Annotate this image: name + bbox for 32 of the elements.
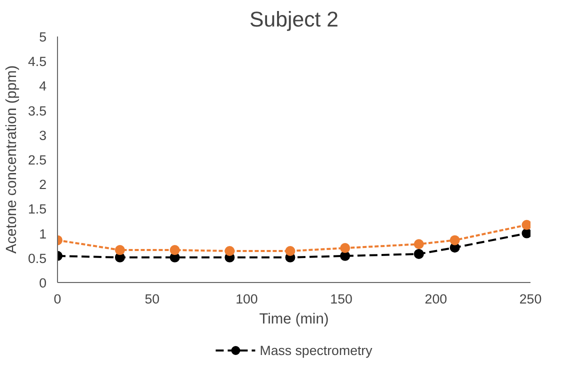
- x-axis-title: Time (min): [259, 312, 329, 328]
- point: [414, 239, 424, 250]
- y-tick-label: 4: [39, 78, 48, 94]
- y-tick-label: 0.5: [28, 250, 47, 266]
- y-axis-title: Acetone concentration (ppm): [4, 65, 20, 254]
- x-tick-label: 100: [236, 292, 258, 306]
- point: [340, 250, 350, 261]
- point: [285, 246, 296, 256]
- x-tick-label: 150: [330, 292, 352, 306]
- x-tick-label: 200: [424, 292, 448, 306]
- y-tick-label: 1.5: [28, 202, 47, 217]
- point: [414, 248, 424, 259]
- point: [450, 235, 460, 246]
- x-tick-label: 250: [519, 292, 542, 306]
- point: [170, 245, 180, 256]
- point: [340, 243, 350, 254]
- y-tick-label: 2: [39, 177, 47, 192]
- point: [114, 245, 125, 256]
- y-tick-label: 4.5: [28, 54, 47, 70]
- y-tick-label: 5: [39, 30, 47, 44]
- point: [224, 246, 235, 256]
- y-tick-label: 3.5: [28, 103, 47, 118]
- x-tick-label: 50: [144, 292, 160, 306]
- y-tick-label: 3: [39, 128, 47, 143]
- y-tick-label: 1: [39, 226, 47, 242]
- point: [522, 220, 530, 230]
- y-tick-label: 2.5: [28, 152, 47, 168]
- point: [522, 228, 530, 238]
- y-tick-label: 0: [39, 276, 47, 290]
- x-tick-label: 0: [54, 292, 62, 306]
- legend-label: Mass spectrometry: [260, 342, 372, 358]
- chart-title: Subject 2: [250, 8, 338, 32]
